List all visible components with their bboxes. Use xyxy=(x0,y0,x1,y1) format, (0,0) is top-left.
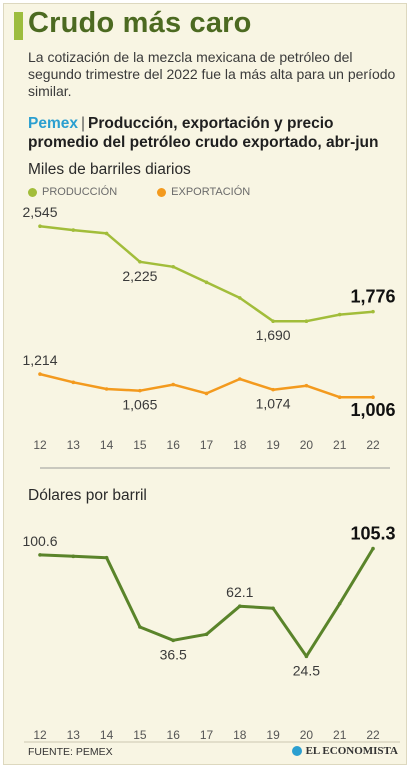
x-tick-label-0-10: 22 xyxy=(366,438,380,452)
heading-separator: | xyxy=(80,115,86,132)
page-subtitle: La cotización de la mezcla mexicana de p… xyxy=(28,49,396,99)
data-point-0-0-3 xyxy=(138,259,142,264)
legend-dot-production xyxy=(28,187,37,197)
x-tick-label-0-8: 20 xyxy=(300,438,314,452)
data-point-0-1-3 xyxy=(138,388,142,393)
legend-dot-export xyxy=(157,187,167,197)
x-tick-label-1-1: 13 xyxy=(67,728,81,742)
x-tick-label-0-0: 12 xyxy=(33,438,47,452)
legend: PRODUCCIÓN EXPORTACIÓN xyxy=(28,186,290,198)
x-tick-label-1-5: 17 xyxy=(200,728,214,742)
data-point-0-1-2 xyxy=(104,387,109,391)
price-chart-title: Dólares por barril xyxy=(28,487,147,504)
data-label-1-0-6: 62.1 xyxy=(226,584,253,600)
data-point-1-0-8 xyxy=(304,654,309,659)
data-point-0-1-10 xyxy=(371,395,375,400)
data-label-0-1-7: 1,074 xyxy=(256,396,291,412)
data-point-1-0-9 xyxy=(337,601,342,606)
data-point-1-0-6 xyxy=(238,604,242,608)
data-point-0-0-2 xyxy=(104,231,109,236)
legend-item-production: PRODUCCIÓN xyxy=(28,186,117,198)
x-tick-label-0-2: 14 xyxy=(100,438,114,452)
chart-heading: Pemex | Producción, exportación y precio p… xyxy=(28,114,406,152)
publisher-credit: EL ECONOMISTA xyxy=(291,745,398,757)
data-point-0-0-5 xyxy=(204,280,209,285)
data-label-1-0-8: 24.5 xyxy=(293,662,320,678)
x-tick-label-1-4: 16 xyxy=(167,728,181,742)
data-point-1-0-1 xyxy=(71,554,76,559)
x-tick-label-1-9: 21 xyxy=(333,728,347,742)
x-tick-label-0-5: 17 xyxy=(200,438,214,452)
data-point-0-1-5 xyxy=(204,391,209,396)
x-tick-label-0-3: 15 xyxy=(133,438,147,452)
infographic-panel: Crudo más caro La cotización de la mezcl… xyxy=(3,3,407,765)
data-point-1-0-2 xyxy=(104,555,109,560)
data-label-0-1-3: 1,065 xyxy=(122,397,157,413)
volume-chart-title: Miles de barriles diarios xyxy=(28,161,191,178)
data-point-1-0-0 xyxy=(38,553,42,557)
data-point-1-0-3 xyxy=(138,625,142,629)
x-tick-label-0-7: 19 xyxy=(266,438,280,452)
data-point-0-1-6 xyxy=(238,377,242,381)
data-point-0-0-6 xyxy=(238,296,242,300)
data-point-1-0-10 xyxy=(371,546,375,551)
series-line-1-0 xyxy=(38,547,375,658)
data-point-1-0-4 xyxy=(171,638,175,643)
legend-label-export: EXPORTACIÓN xyxy=(171,186,251,198)
page-title: Crudo más caro xyxy=(28,7,252,39)
x-tick-label-0-1: 13 xyxy=(67,438,81,452)
source-note: FUENTE: PEMEX xyxy=(28,746,113,758)
data-point-0-1-1 xyxy=(71,380,76,385)
data-point-0-0-4 xyxy=(171,264,175,269)
x-tick-label-1-7: 19 xyxy=(266,728,280,742)
data-point-0-1-0 xyxy=(38,372,42,376)
data-point-1-0-7 xyxy=(271,606,275,611)
data-label-0-1-0: 1,214 xyxy=(22,352,57,368)
data-point-1-0-5 xyxy=(204,632,209,637)
data-label-0-0-0: 2,545 xyxy=(22,204,57,220)
data-label-1-0-10: 105.3 xyxy=(350,524,395,544)
data-point-0-1-9 xyxy=(337,395,342,400)
x-tick-label-0-9: 21 xyxy=(333,438,347,452)
x-tick-label-1-6: 18 xyxy=(233,728,247,742)
data-point-0-0-7 xyxy=(271,319,275,324)
x-tick-label-0-6: 18 xyxy=(233,438,247,452)
series-line-0-0 xyxy=(38,224,375,323)
data-label-0-0-3: 2,225 xyxy=(122,268,157,284)
x-tick-label-1-2: 14 xyxy=(100,728,114,742)
x-tick-label-1-3: 15 xyxy=(133,728,147,742)
publisher-name: EL ECONOMISTA xyxy=(305,745,398,757)
data-label-0-0-10: 1,776 xyxy=(350,287,395,307)
x-tick-label-1-8: 20 xyxy=(300,728,314,742)
data-label-1-0-4: 36.5 xyxy=(160,646,187,662)
heading-text: Producción, exportación y precio promedi… xyxy=(28,115,379,151)
legend-label-production: PRODUCCIÓN xyxy=(42,186,118,198)
data-label-1-0-0: 100.6 xyxy=(22,533,57,549)
charts-canvas: 2,545 2,225 1,690 1,776 1,214 1,065 1,074 1,006… xyxy=(22,204,400,743)
publisher-logo-icon xyxy=(291,746,302,756)
x-tick-label-1-10: 22 xyxy=(366,728,380,742)
legend-item-export: EXPORTACIÓN xyxy=(157,186,250,198)
data-point-0-1-8 xyxy=(304,383,309,388)
data-point-0-0-8 xyxy=(304,319,309,324)
data-label-0-0-7: 1,690 xyxy=(256,327,291,343)
data-point-0-0-0 xyxy=(38,224,42,229)
data-label-0-1-10: 1,006 xyxy=(350,400,395,420)
x-tick-label-1-0: 12 xyxy=(33,728,47,742)
brand-label: Pemex xyxy=(28,115,78,132)
data-point-0-0-9 xyxy=(337,312,342,317)
title-accent-bar xyxy=(14,12,23,40)
data-point-0-0-1 xyxy=(71,228,76,232)
x-tick-label-0-4: 16 xyxy=(167,438,181,452)
data-point-0-1-7 xyxy=(271,387,275,392)
data-point-0-0-10 xyxy=(371,309,375,314)
data-point-0-1-4 xyxy=(171,382,175,387)
